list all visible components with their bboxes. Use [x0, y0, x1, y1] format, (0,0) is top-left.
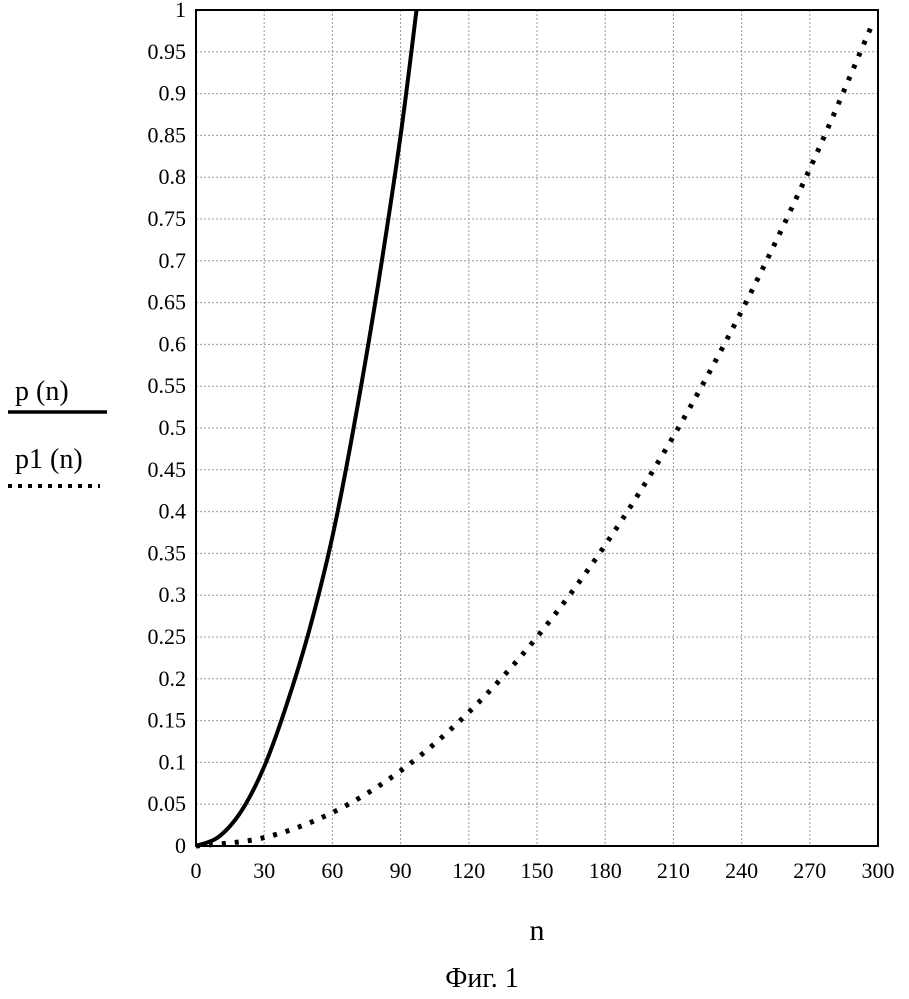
y-tick-label: 0.5	[159, 415, 187, 440]
y-tick-label: 0.05	[148, 791, 187, 816]
y-tick-label: 0	[175, 833, 186, 858]
y-tick-label: 1	[175, 0, 186, 22]
x-tick-label: 30	[253, 858, 275, 883]
y-tick-label: 0.8	[159, 164, 187, 189]
x-tick-label: 120	[452, 858, 485, 883]
y-tick-label: 0.2	[159, 666, 187, 691]
y-tick-label: 0.4	[159, 499, 187, 524]
x-tick-label: 180	[589, 858, 622, 883]
y-tick-label: 0.9	[159, 81, 187, 106]
y-tick-label: 0.65	[148, 290, 187, 315]
y-tick-label: 0.7	[159, 248, 187, 273]
y-tick-label: 0.6	[159, 331, 187, 356]
figure-caption: Фиг. 1	[445, 963, 518, 994]
y-tick-label: 0.1	[159, 749, 187, 774]
x-axis-label: n	[530, 914, 545, 947]
y-tick-label: 0.75	[148, 206, 187, 231]
y-tick-label: 0.95	[148, 39, 187, 64]
y-tick-label: 0.55	[148, 373, 187, 398]
y-axis-ticks: 0 0.05 0.1 0.15 0.2 0.25 0.3 0.35 0.4 0.45 0.5 0.55…	[148, 0, 187, 858]
y-tick-label: 0.35	[148, 540, 187, 565]
y-tick-label: 0.15	[148, 708, 187, 733]
x-tick-label: 270	[793, 858, 826, 883]
x-tick-label: 60	[321, 858, 343, 883]
x-tick-label: 150	[521, 858, 554, 883]
legend-label-p1: p1 (n)	[15, 444, 83, 475]
series-line-p1	[196, 27, 871, 846]
y-tick-label: 0.3	[159, 582, 187, 607]
x-tick-label: 0	[191, 858, 202, 883]
grid	[196, 10, 878, 846]
x-tick-label: 300	[862, 858, 895, 883]
legend: p (n) p1 (n)	[8, 376, 107, 486]
x-axis-ticks: 0 30 60 90 120 150 180 210 240 270 300	[191, 858, 895, 883]
y-tick-label: 0.45	[148, 457, 187, 482]
y-tick-label: 0.85	[148, 122, 187, 147]
x-tick-label: 240	[725, 858, 758, 883]
legend-label-p: p (n)	[15, 376, 69, 407]
x-tick-label: 210	[657, 858, 690, 883]
y-tick-label: 0.25	[148, 624, 187, 649]
x-tick-label: 90	[390, 858, 412, 883]
